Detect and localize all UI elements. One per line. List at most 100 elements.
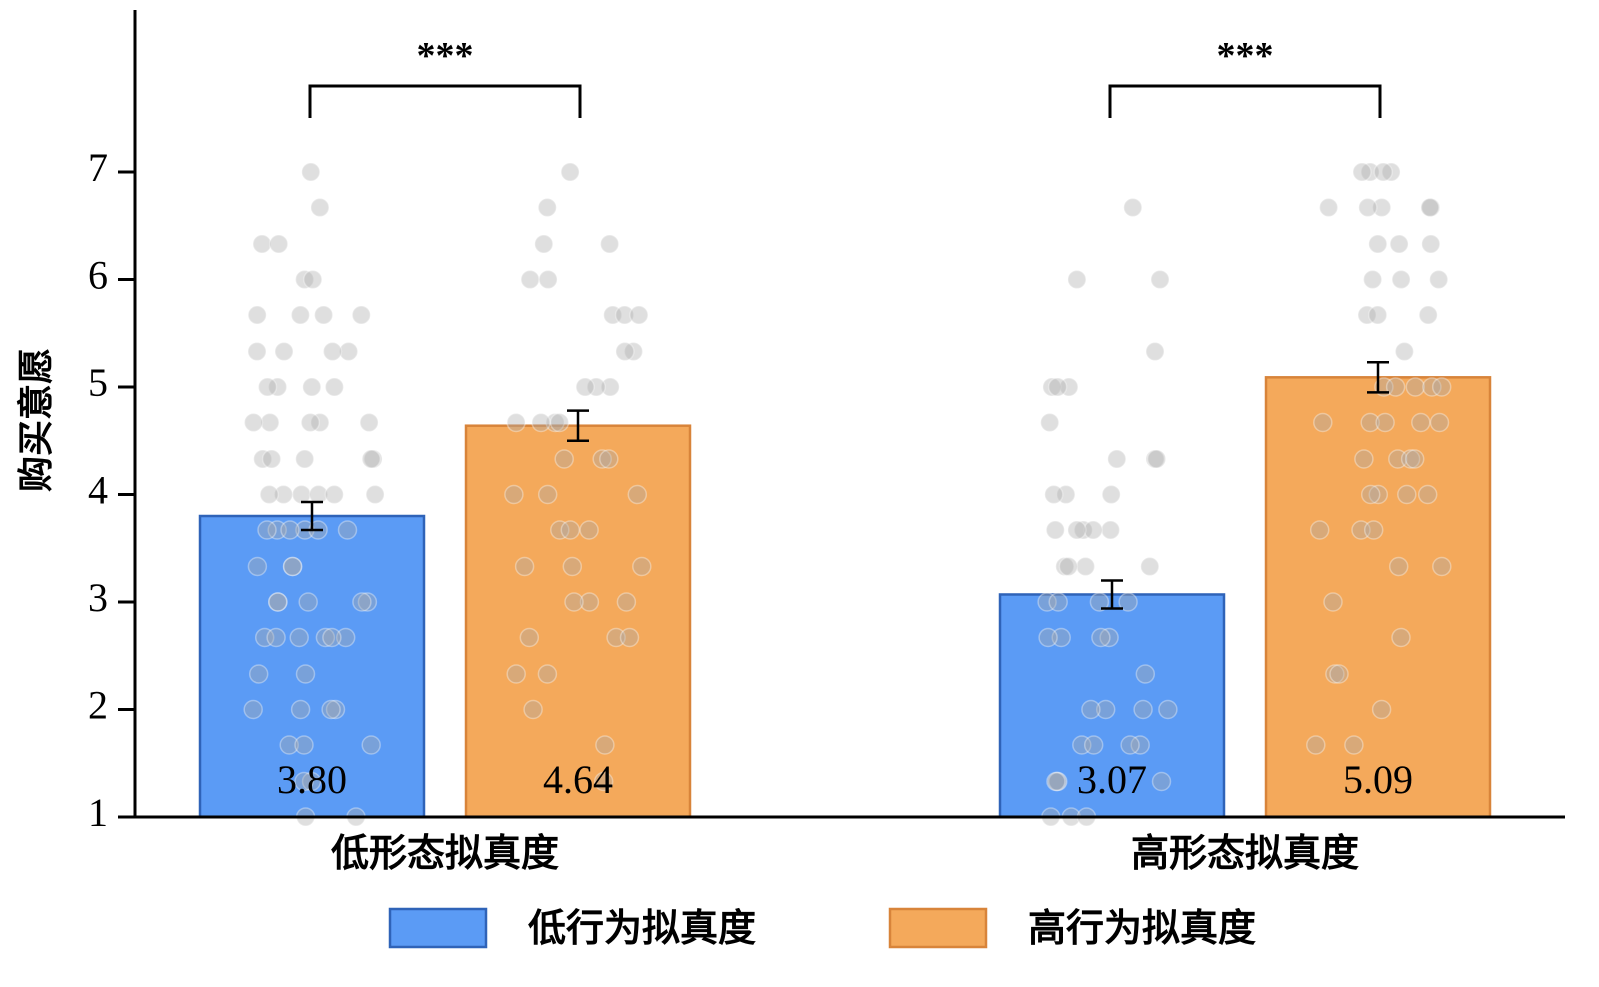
- data-point: [290, 699, 311, 720]
- data-point: [627, 484, 648, 505]
- data-point: [1059, 377, 1079, 397]
- significance-bracket: [308, 84, 582, 118]
- y-ticks: 1 2 3 4 5 6 7: [88, 145, 135, 835]
- data-point: [1422, 377, 1442, 397]
- data-point: [1371, 699, 1392, 720]
- data-point: [365, 484, 385, 505]
- data-point: [1431, 377, 1452, 397]
- data-point: [1099, 627, 1119, 648]
- data-point: [506, 664, 526, 684]
- data-point: [247, 556, 268, 577]
- data-point: [549, 412, 570, 433]
- data-point: [1083, 735, 1104, 755]
- data-point: [1073, 520, 1094, 540]
- data-point: [1363, 520, 1384, 540]
- data-point: [357, 592, 378, 612]
- data-point: [352, 592, 372, 612]
- data-point: [1039, 412, 1060, 433]
- bars-layer: [198, 376, 1492, 819]
- data-point: [1118, 592, 1138, 612]
- data-point: [294, 449, 315, 469]
- data-point: [1100, 520, 1121, 540]
- data-point: [294, 735, 314, 755]
- data-point: [1044, 484, 1064, 505]
- data-point: [260, 412, 280, 433]
- data-point: [1075, 556, 1096, 577]
- data-point: [310, 412, 330, 433]
- data-point: [531, 412, 551, 433]
- data-point: [537, 664, 558, 684]
- data-point: [1047, 377, 1068, 397]
- data-point: [1042, 377, 1062, 397]
- data-point: [1095, 699, 1116, 720]
- data-point: [1368, 234, 1388, 254]
- data-point: [1158, 699, 1178, 720]
- data-point: [321, 699, 341, 720]
- data-point: [1375, 412, 1395, 433]
- data-point: [1360, 412, 1380, 433]
- data-point: [310, 197, 330, 218]
- data-point: [1362, 269, 1383, 290]
- data-point: [1411, 412, 1431, 433]
- data-point: [1037, 592, 1057, 612]
- data-point: [592, 449, 612, 469]
- data-point: [1404, 449, 1425, 469]
- data-point: [1081, 699, 1101, 720]
- data-point: [254, 627, 275, 648]
- data-point: [1055, 556, 1075, 577]
- data-point: [301, 162, 321, 182]
- value-label: 3.80: [277, 757, 347, 802]
- data-point: [599, 449, 619, 469]
- data-point: [1421, 197, 1441, 218]
- data-point: [1318, 197, 1339, 218]
- data-point: [1056, 484, 1076, 505]
- data-point: [1123, 197, 1143, 218]
- data-point: [247, 341, 267, 362]
- data-point: [1130, 735, 1150, 755]
- data-point: [290, 305, 311, 325]
- y-tick-label: 1: [88, 790, 108, 835]
- data-point: [1358, 197, 1378, 218]
- data-point: [560, 520, 581, 540]
- data-point: [1089, 592, 1110, 612]
- data-point: [579, 520, 599, 540]
- data-point: [295, 664, 316, 684]
- data-point: [298, 592, 318, 612]
- value-label: 5.09: [1343, 757, 1413, 802]
- data-point: [514, 556, 535, 577]
- data-point: [1135, 664, 1156, 684]
- legend-item: 高行为拟真度: [888, 906, 1256, 950]
- data-point: [629, 305, 649, 325]
- error-bar: [301, 500, 323, 532]
- data-point: [1047, 771, 1067, 792]
- data-point: [562, 556, 583, 577]
- significance-label: ***: [417, 35, 474, 77]
- data-point: [1420, 197, 1440, 218]
- data-point: [1046, 771, 1066, 792]
- data-point: [1133, 699, 1153, 720]
- significance-bracket: [1108, 84, 1382, 118]
- bar-2-2: [1264, 376, 1492, 819]
- data-point: [1058, 556, 1079, 577]
- y-tick-label: 5: [88, 360, 108, 405]
- data-point: [1397, 484, 1417, 505]
- data-point: [1417, 484, 1438, 505]
- data-point: [261, 449, 282, 469]
- data-point: [313, 305, 334, 325]
- data-point: [257, 520, 277, 540]
- data-point: [1432, 556, 1452, 577]
- data-point: [267, 377, 288, 397]
- data-point: [268, 234, 289, 254]
- data-point: [1151, 771, 1172, 792]
- data-point: [1405, 377, 1426, 397]
- data-point: [1306, 735, 1326, 755]
- data-point: [1388, 449, 1408, 469]
- data-point: [1360, 484, 1381, 505]
- data-point: [273, 484, 294, 505]
- legend-label: 高行为拟真度: [1028, 906, 1256, 950]
- data-point: [302, 377, 322, 397]
- data-point: [337, 520, 358, 540]
- data-point: [1385, 377, 1406, 397]
- data-point: [545, 412, 565, 433]
- data-point: [1418, 305, 1438, 325]
